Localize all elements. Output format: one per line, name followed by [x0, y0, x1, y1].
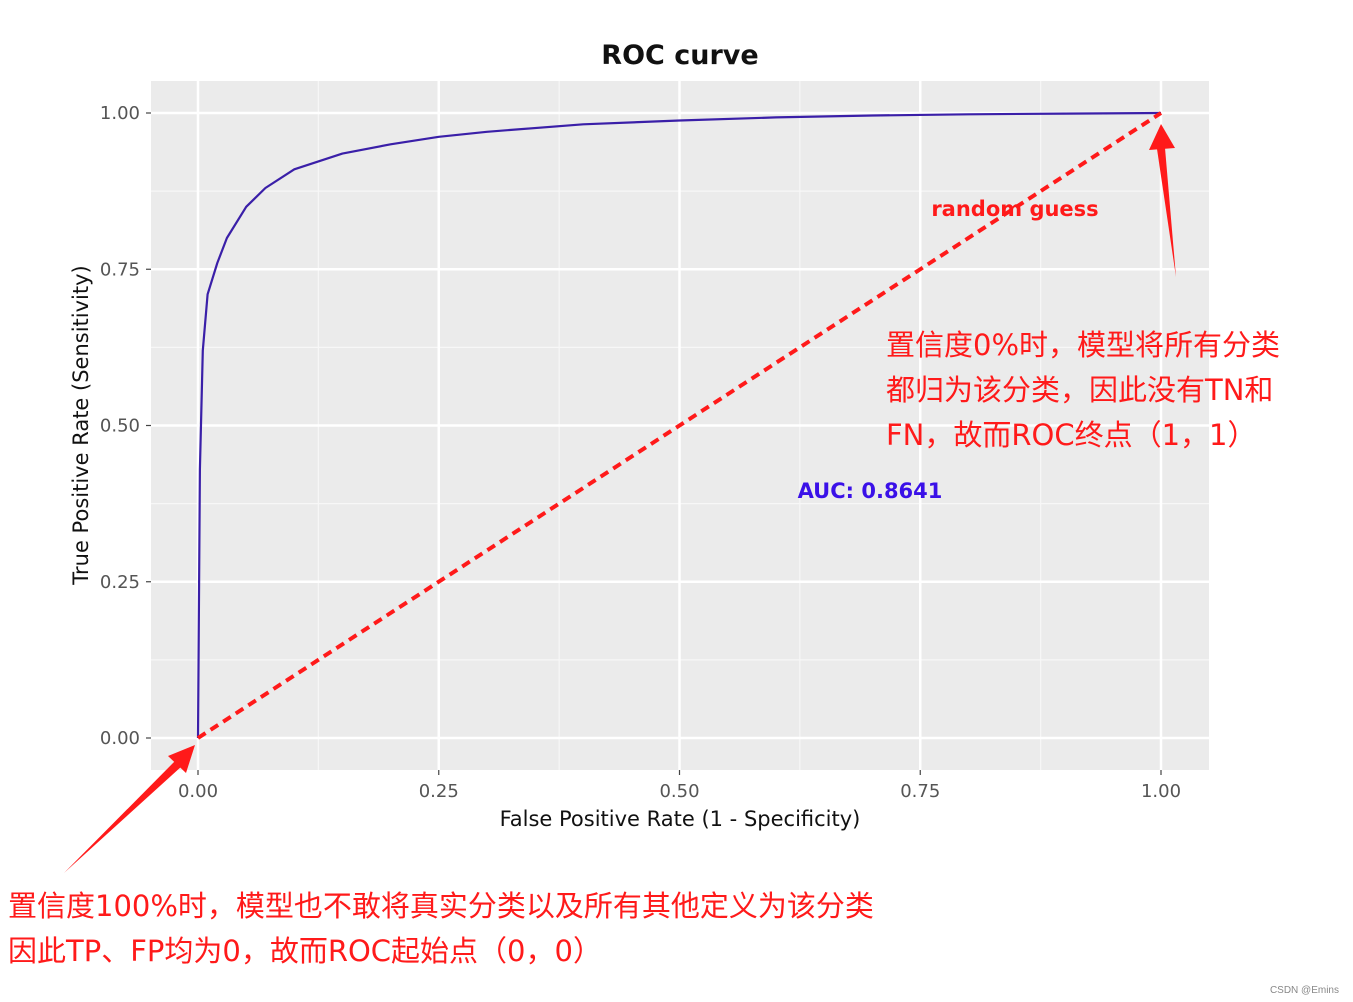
y-axis-label: True Positive Rate (Sensitivity) [69, 265, 93, 585]
note-end-point: 置信度0%时，模型将所有分类 都归为该分类，因此没有TN和 FN，故而ROC终点… [886, 328, 1281, 452]
chart-title: ROC curve [601, 40, 758, 71]
y-tick-label: 0.25 [100, 572, 140, 593]
y-tick-label: 0.75 [100, 259, 140, 280]
y-tick-label: 0.00 [100, 728, 140, 749]
note-start-point: 置信度100%时，模型也不敢将真实分类以及所有其他定义为该分类 因此TP、FP均… [8, 889, 874, 968]
x-tick-label: 0.50 [659, 781, 699, 802]
arrows-layer [64, 124, 1176, 873]
credit-watermark: CSDN @Emins [1269, 985, 1339, 996]
x-tick-label: 1.00 [1141, 781, 1181, 802]
arrow-end-head [1149, 124, 1175, 150]
annotation-random-guess: random guess [931, 197, 1098, 221]
arrow-start-head [168, 745, 195, 773]
x-tick-label: 0.75 [900, 781, 940, 802]
y-tick-label: 1.00 [100, 103, 140, 124]
x-tick-label: 0.25 [419, 781, 459, 802]
arrow-end-shaft [1157, 148, 1176, 277]
arrow-start-shaft [64, 760, 182, 873]
x-tick-label: 0.00 [178, 781, 218, 802]
series-layer [196, 111, 1163, 740]
y-tick-label: 0.50 [100, 416, 140, 437]
roc-curve-line [196, 111, 1162, 739]
x-axis-label: False Positive Rate (1 - Specificity) [500, 807, 861, 831]
random-guess-line [196, 111, 1163, 740]
annotation-auc: AUC: 0.8641 [798, 479, 943, 503]
axes-layer: 0.00 0.25 0.50 0.75 1.00 0.00 0.25 0.50 0.75 1.00 [100, 103, 1181, 802]
